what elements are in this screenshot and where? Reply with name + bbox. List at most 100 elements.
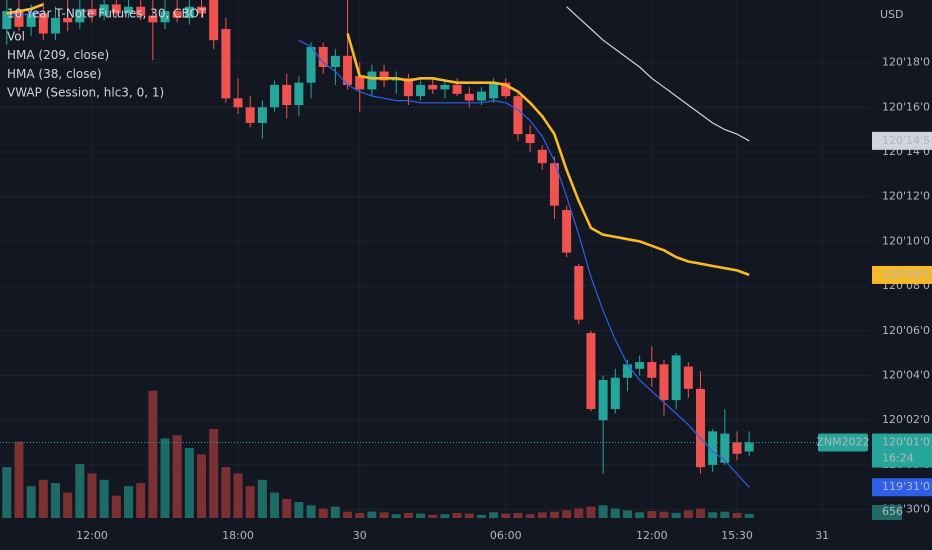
volume-bar xyxy=(233,473,243,518)
legend: 10 Year T-Note Futures, 30, CBOT Vol HMA … xyxy=(7,7,207,100)
volume-bar xyxy=(622,510,632,518)
legend-entry: VWAP (Session, hlc3, 0, 1) xyxy=(7,86,164,100)
volume-bar xyxy=(50,483,60,518)
x-tick-label: 06:00 xyxy=(490,529,522,542)
volume-bar xyxy=(221,467,231,518)
candle-body xyxy=(233,98,243,108)
candle-body xyxy=(87,8,97,16)
y-tick-label: 120'04'0 xyxy=(882,369,930,382)
legend-entry: HMA (209, close) xyxy=(7,48,109,62)
candle-body xyxy=(160,11,170,23)
indicator-price-label: 120'14'5 xyxy=(882,134,930,147)
candle-body xyxy=(99,4,109,16)
volume-bar xyxy=(586,506,596,518)
volume-bar xyxy=(647,511,657,518)
volume-bar xyxy=(391,514,401,518)
candle-body xyxy=(14,11,24,27)
candle-body xyxy=(695,388,705,468)
candle-body xyxy=(343,55,353,85)
symbol-label: ZNM2022 xyxy=(816,436,869,449)
volume-bar xyxy=(294,502,304,518)
candle-body xyxy=(26,13,36,27)
legend-entry: HMA (38, close) xyxy=(7,67,102,81)
volume-value-box xyxy=(872,505,902,520)
volume-bar xyxy=(476,514,486,518)
volume-bar xyxy=(245,486,255,518)
candle-body xyxy=(501,82,511,97)
volume-bar xyxy=(574,508,584,518)
volume-bar xyxy=(75,463,85,518)
candle-body xyxy=(416,84,426,97)
overlays: ZNM2022 120'01'0 16:24 120'14'5 119'31'0 120'… xyxy=(816,131,932,520)
volume-bar xyxy=(367,511,377,518)
candle-body xyxy=(63,17,73,23)
volume-bar xyxy=(26,486,36,518)
volume-bar xyxy=(124,486,133,518)
candle-body xyxy=(221,29,231,99)
symbol-box xyxy=(818,433,868,452)
legend-entry: Vol xyxy=(7,30,25,44)
volume-bar xyxy=(671,512,681,518)
candle-body xyxy=(282,84,292,106)
volume-bar xyxy=(598,505,608,518)
volume-bar xyxy=(562,510,572,518)
candle-body xyxy=(209,0,219,41)
candle-body xyxy=(50,17,60,34)
volume-bar xyxy=(403,512,413,518)
volume-bar xyxy=(197,454,207,518)
candle-body xyxy=(257,107,267,123)
candle-body xyxy=(610,377,620,410)
candle-body xyxy=(671,355,681,401)
volume-value-label: 656 xyxy=(882,505,903,518)
candle-body xyxy=(464,93,474,101)
indicator-price-label: 119'31'0 xyxy=(882,480,930,493)
volume-bar xyxy=(513,512,523,518)
candle-body xyxy=(270,84,280,108)
y-tick-label: 120'02'0 xyxy=(882,413,930,426)
y-tick-label: 120'06'0 xyxy=(882,324,930,337)
candle-body xyxy=(598,379,608,421)
volume-bar xyxy=(148,390,158,518)
candle-body xyxy=(586,333,596,410)
volume-bar xyxy=(282,498,292,518)
volume-bar xyxy=(464,513,474,518)
candle-body xyxy=(683,366,693,389)
candle-body xyxy=(537,149,547,164)
candle-body xyxy=(489,82,499,99)
candle-body xyxy=(197,6,207,14)
candle-body xyxy=(525,134,535,144)
candle-body xyxy=(635,362,645,369)
volume-bar xyxy=(99,479,109,518)
candle-body xyxy=(330,55,340,68)
volume-bar xyxy=(635,512,645,518)
volume-bar xyxy=(14,441,24,518)
candle-body xyxy=(744,442,754,452)
candle-body xyxy=(428,84,438,90)
x-tick-label: 12:00 xyxy=(76,529,108,542)
indicator-price-box xyxy=(872,478,932,497)
candle-body xyxy=(659,364,669,401)
volume-bar xyxy=(63,492,73,518)
volume-bar xyxy=(452,512,462,518)
volume-bar xyxy=(136,483,146,518)
candle-body xyxy=(647,362,657,378)
volume-bar xyxy=(111,495,121,518)
price-label: 120'01'0 xyxy=(882,436,930,449)
legend-title: 10 Year T-Note Futures, 30, CBOT xyxy=(7,7,207,21)
x-tick-label: 31 xyxy=(815,529,829,542)
candle-body xyxy=(148,15,158,23)
indicator-price-box xyxy=(872,131,932,150)
candle-body xyxy=(549,163,559,206)
x-tick-label: 18:00 xyxy=(222,529,254,542)
candle-body xyxy=(318,46,328,68)
candle-body xyxy=(732,442,742,454)
candle-body xyxy=(355,75,365,90)
candle-body xyxy=(379,71,389,81)
candle-body xyxy=(111,4,121,14)
indicator-line xyxy=(6,3,44,15)
indicator-line xyxy=(298,39,750,488)
y-tick-label: 120'16'0 xyxy=(882,100,930,113)
volume-bar xyxy=(184,448,194,518)
volume-bar xyxy=(355,512,365,518)
